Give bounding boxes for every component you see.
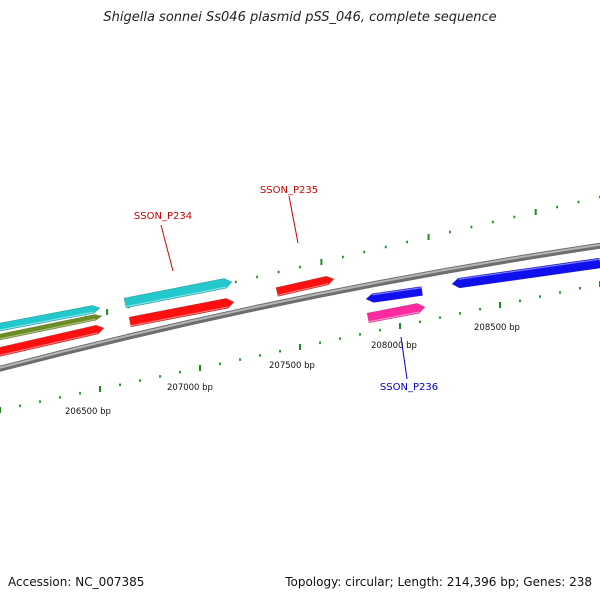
label-leader [160, 224, 174, 272]
feature-highlight [130, 306, 228, 327]
feature-highlight [125, 286, 226, 308]
scale-label: 206500 bp [65, 407, 111, 417]
feature-highlight [0, 318, 96, 340]
length-value: 214,396 bp [446, 575, 516, 589]
gene-feature-blue [365, 286, 423, 303]
map-title: Shigella sonnei Ss046 plasmid pSS_046, c… [103, 10, 497, 25]
accession-label: Accession: [8, 575, 72, 589]
scale-label: 208000 bp [371, 341, 417, 351]
gene-feature-red [275, 275, 335, 297]
gene-feature-cyan [123, 278, 233, 309]
label-leader [400, 336, 408, 380]
scale-label: 207500 bp [269, 361, 315, 371]
gene-feature-magenta [366, 303, 426, 324]
gene-feature-red [0, 324, 105, 357]
accession-info: Accession: NC_007385 [8, 575, 144, 589]
scale-label: 208500 bp [474, 323, 520, 333]
topology-label: Topology: [285, 575, 342, 589]
topology-value: circular [345, 575, 390, 589]
gene-feature-blue [451, 257, 600, 289]
scale-ticks [0, 195, 600, 413]
gene-label: SSON_P234 [134, 211, 192, 222]
genes-value: 238 [569, 575, 592, 589]
backbone-highlight [0, 243, 600, 369]
gene-feature-red [128, 298, 235, 328]
feature-highlight [368, 311, 419, 323]
sequence-summary: Topology: circular; Length: 214,396 bp; … [285, 575, 592, 589]
length-label: Length: [397, 575, 443, 589]
accession-value: NC_007385 [75, 575, 145, 589]
genes-label: Genes: [523, 575, 566, 589]
gene-feature-cyan [0, 305, 101, 332]
feature-highlight [0, 332, 99, 356]
scale-label: 207000 bp [167, 383, 213, 393]
map-labels: 206500 bp 207000 bp 207500 bp 208000 bp 2085… [65, 185, 520, 417]
feature-highlight [277, 283, 329, 296]
gene-features [0, 257, 600, 357]
gene-label: SSON_P236 [380, 382, 438, 393]
feature-highlight [0, 311, 94, 331]
gene-label: SSON_P235 [260, 185, 318, 196]
label-leader [288, 195, 299, 244]
feature-highlight [372, 287, 422, 296]
sequence-backbone [0, 242, 600, 372]
gene-feature-olive [0, 314, 103, 341]
label-leaders [160, 195, 408, 380]
feature-highlight [458, 258, 600, 280]
